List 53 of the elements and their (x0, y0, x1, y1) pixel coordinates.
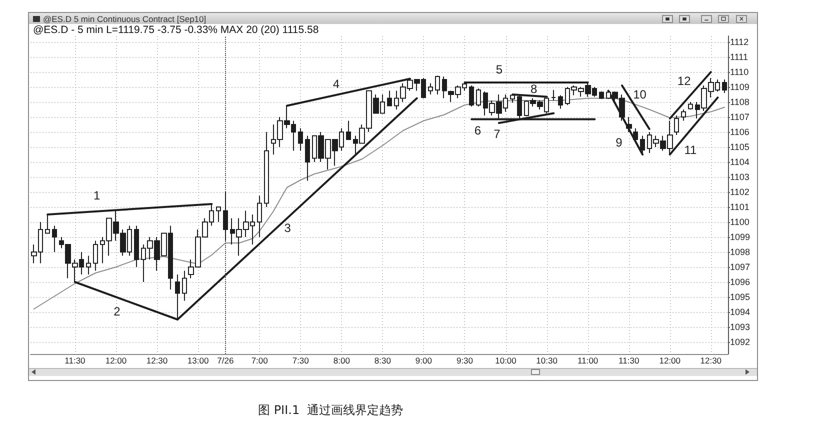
y-tick-label: 1111 (730, 52, 748, 62)
x-tick-label: 7/26 (217, 356, 234, 366)
x-tick-label: 11:30 (64, 356, 86, 366)
y-tick-label: 1097 (730, 262, 750, 272)
x-tick-label: 8:00 (333, 356, 350, 366)
series-label: 3 (284, 220, 292, 235)
y-tick-label: 1095 (730, 292, 750, 302)
y-tick-label: 1105 (730, 142, 750, 152)
x-tick-label: 9:00 (415, 356, 432, 366)
series-label: 10 (633, 88, 647, 102)
y-tick-label: 1100 (730, 217, 750, 227)
y-tick-label: 1099 (730, 232, 750, 242)
y-tick-label: 1107 (730, 112, 750, 122)
x-tick-label: 13:00 (187, 356, 209, 366)
x-tick-label: 7:30 (292, 356, 310, 366)
x-tick-label: 10:30 (536, 356, 558, 366)
y-tick-label: 1092 (730, 337, 750, 347)
x-tick-label: 12:00 (105, 356, 127, 366)
x-tick-label: 10:00 (495, 356, 517, 366)
y-tick-label: 1106 (730, 127, 750, 137)
y-tick-label: 1093 (730, 322, 750, 332)
text: 图 PII.1 通过画线界定趋势 (258, 403, 404, 418)
series-label: 2 (114, 304, 121, 318)
x-tick-label: 9:30 (456, 356, 474, 366)
y-tick-label: 1108 (730, 97, 750, 107)
y-tick-label: 1102 (730, 187, 750, 197)
x-tick-label: 11:30 (618, 356, 640, 366)
x-tick-label: 7:00 (251, 356, 268, 366)
chart-title: @ES.D 5 min Continuous Contract [Sep10] (43, 14, 206, 24)
y-tick-label: 1112 (730, 37, 749, 47)
series-label: 11 (684, 142, 698, 157)
y-tick-label: 1101 (730, 202, 750, 212)
y-tick-label: 1098 (730, 247, 750, 257)
x-tick-label: 12:00 (659, 356, 681, 366)
y-tick-label: 1104 (730, 157, 750, 167)
series-label: 6 (474, 123, 482, 138)
x-tick-label: 12:30 (146, 356, 168, 366)
series-label: 5 (496, 62, 503, 76)
series-label: 7 (494, 127, 501, 141)
y-tick-label: 1109 (730, 82, 750, 92)
y-tick-label: 1103 (730, 172, 750, 182)
x-tick-label: 12:30 (700, 356, 722, 366)
x-tick-label: 11:00 (577, 356, 598, 366)
x-tick-label: 8:30 (374, 356, 392, 366)
series-label: 12 (677, 74, 692, 88)
series-label: 8 (530, 82, 538, 96)
y-tick-label: 1094 (730, 307, 750, 317)
y-tick-label: 1096 (730, 277, 750, 287)
series-label: 1 (93, 188, 100, 202)
chart-subtitle: @ES.D - 5 min L=1119.75 -3.75 -0.33% MAX 20 (20) 1115.58 (33, 24, 319, 36)
series-label: 4 (332, 76, 340, 91)
y-tick-label: 1110 (730, 67, 749, 77)
series-label: 9 (616, 135, 623, 150)
